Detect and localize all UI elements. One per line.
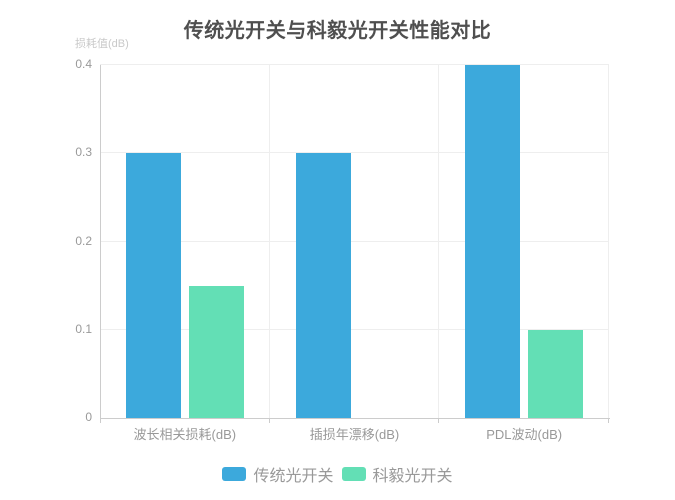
plot-area xyxy=(100,64,609,423)
x-axis-category-label: 波长相关损耗(dB) xyxy=(133,427,237,442)
x-axis-line xyxy=(100,418,610,419)
x-gridline xyxy=(438,65,440,418)
bar-s1-c1[interactable] xyxy=(125,153,181,418)
legend-color-swatch xyxy=(341,467,366,481)
y-gridline xyxy=(100,240,609,242)
y-gridline xyxy=(100,328,609,330)
bar-s2-c1[interactable] xyxy=(188,285,244,418)
legend: 传统光开关 科毅光开关 xyxy=(0,462,675,486)
y-gridline xyxy=(100,152,609,154)
x-axis-category-label: 插损年漂移(dB) xyxy=(309,427,400,442)
legend-color-swatch xyxy=(222,467,247,481)
x-axis-category-label: PDL波动(dB) xyxy=(486,427,563,442)
y-axis-tick-label: 0.2 xyxy=(75,233,92,248)
x-axis-tick xyxy=(608,418,609,423)
x-axis-tick xyxy=(438,418,440,423)
legend-item[interactable]: 科毅光开关 xyxy=(341,462,453,486)
bar-s2-c3[interactable] xyxy=(528,329,584,418)
legend-label: 科毅光开关 xyxy=(372,468,453,485)
y-axis-tick-label: 0 xyxy=(85,410,92,424)
y-axis-line xyxy=(100,65,101,423)
x-gridline xyxy=(608,65,609,418)
x-gridline xyxy=(268,65,270,418)
y-axis-tick-label: 0.3 xyxy=(75,145,92,160)
legend-item[interactable]: 传统光开关 xyxy=(222,462,334,486)
y-axis-tick-label: 0.1 xyxy=(75,321,92,336)
x-axis-tick xyxy=(268,418,270,423)
bar-s1-c2[interactable] xyxy=(295,153,351,418)
chart-title: 传统光开关与科毅光开关性能对比 xyxy=(183,20,492,42)
legend-label: 传统光开关 xyxy=(253,468,334,485)
y-axis-tick-label: 0.4 xyxy=(75,57,92,71)
y-axis-name: 损耗值(dB) xyxy=(75,38,129,50)
y-gridline xyxy=(100,64,609,65)
bar-s1-c3[interactable] xyxy=(465,65,521,418)
